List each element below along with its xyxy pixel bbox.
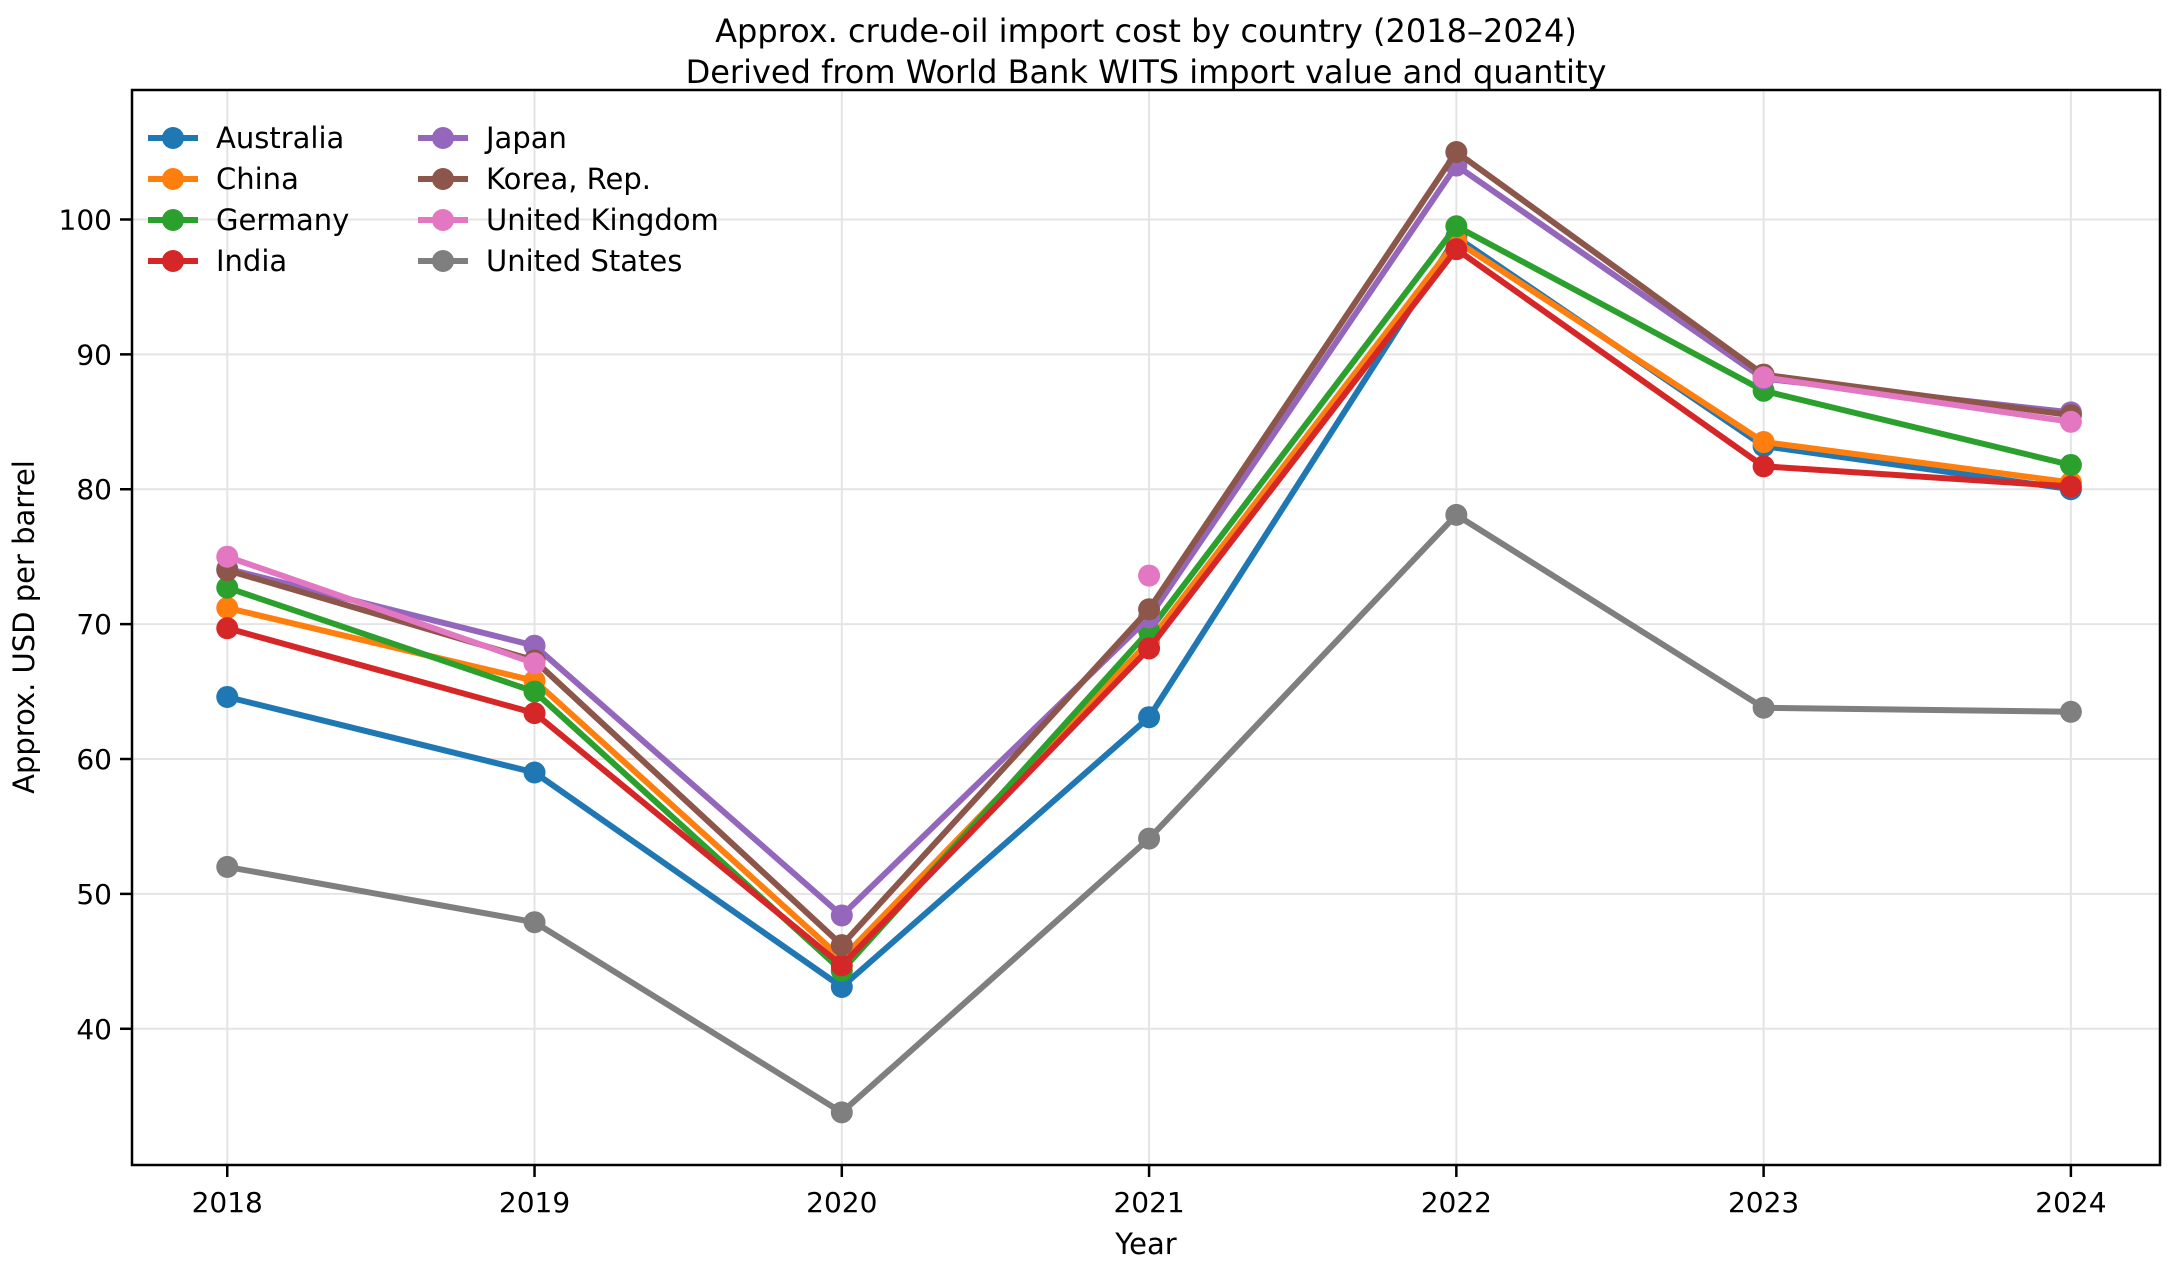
series-marker: [830, 954, 853, 977]
series-marker: [1445, 238, 1468, 261]
legend-item: United Kingdom: [418, 203, 719, 237]
series-marker: [216, 617, 239, 640]
legend-marker: [432, 250, 454, 272]
legend-marker: [162, 209, 184, 231]
series-marker: [523, 702, 546, 725]
legend-item: Korea, Rep.: [418, 162, 651, 196]
y-tick-label: 50: [76, 878, 112, 911]
series-marker: [1138, 827, 1161, 850]
legend-item: Germany: [148, 203, 349, 237]
series-marker: [1445, 141, 1468, 164]
x-axis-label: Year: [1114, 1227, 1176, 1261]
series-marker: [1445, 503, 1468, 526]
legend-marker: [432, 127, 454, 149]
x-tick-label: 2019: [499, 1186, 570, 1219]
legend-item: Japan: [418, 121, 567, 155]
legend-item: China: [148, 162, 299, 196]
series-marker: [2059, 410, 2082, 433]
series-marker: [523, 761, 546, 784]
series-marker: [2059, 700, 2082, 723]
y-tick-label: 80: [76, 473, 112, 506]
legend-marker: [162, 127, 184, 149]
series-marker: [1752, 366, 1775, 389]
series-marker: [830, 904, 853, 927]
series-marker: [523, 652, 546, 675]
legend-label: China: [216, 162, 299, 196]
series-marker: [830, 1101, 853, 1124]
series-marker: [216, 685, 239, 708]
series-marker: [216, 596, 239, 619]
series-marker: [830, 934, 853, 957]
series-marker: [1138, 706, 1161, 729]
series-marker: [2059, 453, 2082, 476]
series-marker: [216, 855, 239, 878]
x-tick-label: 2021: [1113, 1186, 1184, 1219]
legend-label: Australia: [216, 121, 344, 155]
x-tick-label: 2020: [806, 1186, 877, 1219]
legend-label: Germany: [216, 203, 349, 237]
x-tick-label: 2018: [192, 1186, 263, 1219]
chart-title: Approx. crude-oil import cost by country…: [715, 12, 1577, 50]
y-tick-label: 90: [76, 338, 112, 371]
legend-item: India: [148, 244, 287, 278]
legend-marker: [432, 168, 454, 190]
x-tick-label: 2022: [1421, 1186, 1492, 1219]
legend-item: Australia: [148, 121, 344, 155]
y-axis-label: Approx. USD per barrel: [7, 460, 41, 794]
series-marker: [1138, 598, 1161, 621]
series-marker: [1138, 564, 1161, 587]
y-tick-label: 60: [76, 743, 112, 776]
x-tick-label: 2023: [1728, 1186, 1799, 1219]
series-marker: [216, 576, 239, 599]
series-marker: [1138, 637, 1161, 660]
legend-marker: [162, 168, 184, 190]
legend-label: Korea, Rep.: [486, 162, 651, 196]
series-marker: [830, 975, 853, 998]
legend-marker: [432, 209, 454, 231]
series-line: [224, 374, 2074, 667]
series-marker: [1752, 455, 1775, 478]
legend-label: Japan: [484, 121, 567, 155]
legend-label: India: [216, 244, 287, 278]
series-marker: [216, 545, 239, 568]
series-marker: [1445, 215, 1468, 238]
plot-area: 2018 2019 2020 2021 2022 2023 2024 40 50 60 70 80 90…: [59, 88, 2162, 1219]
x-tick-label: 2024: [2035, 1186, 2106, 1219]
series-marker: [2059, 475, 2082, 498]
y-tick-label: 70: [76, 608, 112, 641]
axes-frame: [130, 88, 2162, 1167]
series-marker: [523, 911, 546, 934]
legend-item: United States: [418, 244, 682, 278]
legend-label: United States: [486, 244, 682, 278]
series-marker: [1752, 696, 1775, 719]
series-marker: [523, 680, 546, 703]
chart-subtitle: Derived from World Bank WITS import valu…: [686, 53, 1607, 91]
y-tick-label: 40: [76, 1013, 112, 1046]
legend-label: United Kingdom: [486, 203, 719, 237]
series-marker: [1752, 431, 1775, 454]
legend-marker: [162, 250, 184, 272]
y-tick-label: 100: [59, 203, 112, 236]
